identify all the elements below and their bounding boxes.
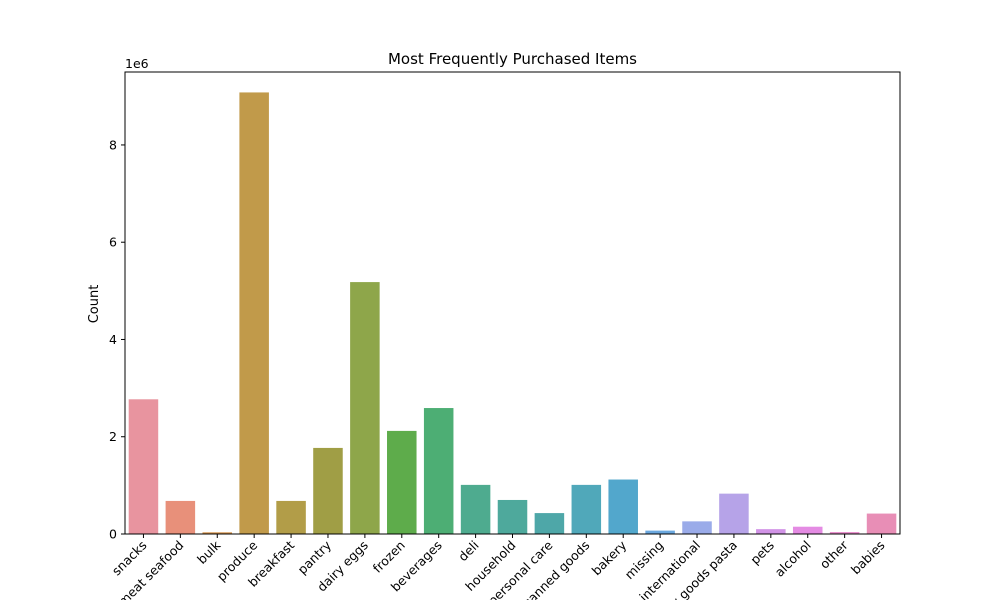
bar-other	[829, 532, 860, 534]
x-tick-label: other	[817, 537, 852, 572]
bar-dairy-eggs	[350, 282, 380, 534]
bars-group	[128, 92, 897, 535]
bar-alcohol	[792, 526, 823, 534]
bar-canned-goods	[571, 484, 602, 534]
bar-produce	[239, 92, 269, 535]
x-tick-label: babies	[848, 538, 888, 578]
bar-breakfast	[276, 500, 306, 534]
y-tick-label: 4	[109, 332, 117, 347]
bar-bulk	[202, 532, 233, 534]
y-axis-label: Count	[87, 285, 102, 324]
y-axis-ticks: 0 2 4 6 8	[109, 137, 125, 542]
y-tick-label: 0	[109, 527, 117, 542]
bar-pantry	[313, 447, 343, 534]
x-tick-label: pets	[747, 538, 777, 568]
y-tick-label: 6	[109, 235, 117, 250]
y-axis-offset-label: 1e6	[125, 56, 149, 71]
x-tick-label: deli	[455, 538, 482, 565]
y-tick-label: 2	[109, 429, 117, 444]
bar-snacks	[128, 399, 159, 534]
bar-pets	[756, 529, 786, 534]
bar-dry-goods-pasta	[719, 493, 749, 534]
bar-personal-care	[534, 513, 565, 534]
x-tick-label: alcohol	[772, 538, 814, 580]
y-tick-label: 8	[109, 137, 117, 152]
bar-household	[497, 499, 528, 534]
chart-title: Most Frequently Purchased Items	[388, 50, 637, 68]
bar-missing	[645, 530, 675, 534]
bar-frozen	[387, 430, 417, 534]
bar-bakery	[608, 479, 638, 534]
bar-deli	[460, 484, 491, 534]
bar-babies	[866, 513, 897, 534]
x-tick-label: bulk	[194, 537, 224, 567]
bar-international	[682, 521, 712, 534]
plot-frame	[124, 71, 901, 535]
bar-beverages	[423, 408, 454, 534]
bar-meat-seafood	[165, 500, 196, 534]
